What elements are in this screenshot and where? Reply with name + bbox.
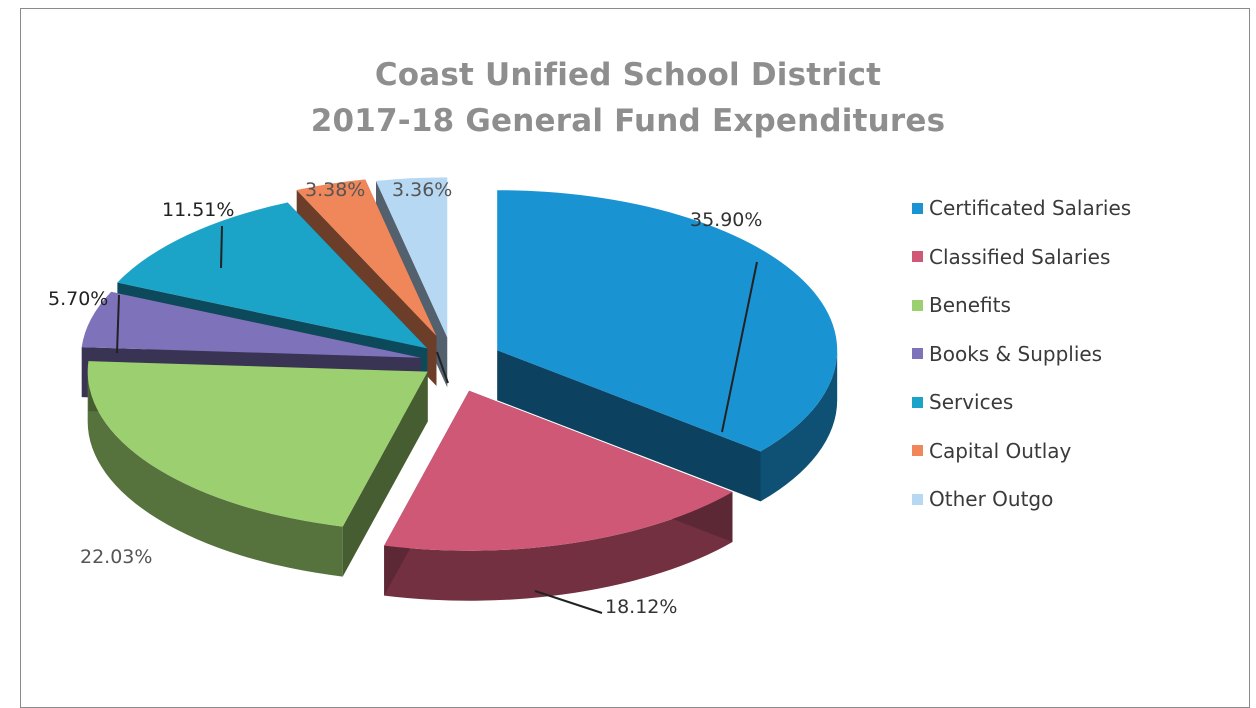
legend-label-capital-outlay: Capital Outlay	[929, 438, 1072, 463]
leader-line-services	[220, 225, 223, 269]
legend-label-other-outgo: Other Outgo	[929, 487, 1054, 512]
slice-certificated-salaries	[497, 190, 838, 502]
legend-item-capital-outlay: Capital Outlay	[912, 427, 1242, 476]
slice-top-capital-outlay	[296, 179, 437, 336]
legend-swatch-books-and-supplies	[912, 348, 923, 360]
slice-top-other-outgo	[376, 177, 448, 338]
pie-slices	[81, 177, 838, 601]
data-label-capital-outlay: 3.38%	[305, 179, 365, 201]
leader-line-certificated-salaries	[721, 261, 758, 433]
legend-label-services: Services	[929, 390, 1014, 415]
legend: Certificated Salaries Classified Salaries…	[912, 184, 1242, 524]
slice-edge-certificated-salaries-1	[497, 350, 761, 502]
legend-label-books-and-supplies: Books & Supplies	[929, 341, 1103, 366]
legend-swatch-classified-salaries	[912, 251, 923, 263]
leader-line-other-outgo	[436, 351, 449, 384]
data-label-other-outgo: 3.36%	[392, 179, 452, 201]
slice-top-services	[117, 202, 428, 349]
legend-label-certificated-salaries: Certificated Salaries	[929, 196, 1132, 221]
legend-label-classified-salaries: Classified Salaries	[929, 244, 1111, 269]
slice-top-books-and-supplies	[81, 291, 421, 358]
data-label-certificated-salaries: 35.90%	[690, 209, 762, 231]
legend-item-books-and-supplies: Books & Supplies	[912, 330, 1242, 379]
data-label-services: 11.51%	[162, 199, 234, 221]
legend-swatch-capital-outlay	[912, 445, 923, 457]
slice-wall-classified-salaries	[384, 491, 733, 601]
legend-swatch-other-outgo	[912, 493, 923, 505]
slice-top-certificated-salaries	[497, 190, 838, 452]
legend-item-benefits: Benefits	[912, 281, 1242, 330]
leader-line-books-and-supplies	[116, 294, 120, 354]
legend-item-certificated-salaries: Certificated Salaries	[912, 184, 1242, 233]
slice-benefits	[87, 361, 428, 577]
data-label-books-and-supplies: 5.70%	[48, 288, 108, 310]
chart-title-line-2: 2017-18 General Fund Expenditures	[310, 103, 946, 139]
slice-wall-certificated-salaries	[760, 350, 838, 502]
slice-wall-benefits	[87, 371, 343, 577]
legend-item-classified-salaries: Classified Salaries	[912, 233, 1242, 282]
pie-data-labels: 35.90% 18.12% 22.03% 5.70% 11.51% 3.38% 3.36%	[48, 179, 762, 618]
legend-swatch-certificated-salaries	[912, 202, 923, 214]
chart-title: Coast Unified School District 2017-18 Ge…	[0, 52, 1256, 144]
slice-edge-benefits-0	[342, 371, 428, 577]
data-label-classified-salaries: 18.12%	[605, 596, 677, 618]
chart-title-line-1: Coast Unified School District	[374, 57, 882, 93]
legend-label-benefits: Benefits	[929, 293, 1011, 318]
legend-swatch-benefits	[912, 299, 923, 311]
pie-chart: 35.90% 18.12% 22.03% 5.70% 11.51% 3.38% 3.36%	[48, 177, 838, 618]
slice-classified-salaries	[384, 390, 733, 601]
slice-top-classified-salaries	[384, 390, 733, 551]
data-label-benefits: 22.03%	[80, 546, 152, 568]
slice-top-benefits	[87, 361, 428, 527]
leader-line-classified-salaries	[534, 590, 603, 614]
legend-swatch-services	[912, 396, 923, 408]
legend-item-services: Services	[912, 378, 1242, 427]
legend-item-other-outgo: Other Outgo	[912, 475, 1242, 524]
